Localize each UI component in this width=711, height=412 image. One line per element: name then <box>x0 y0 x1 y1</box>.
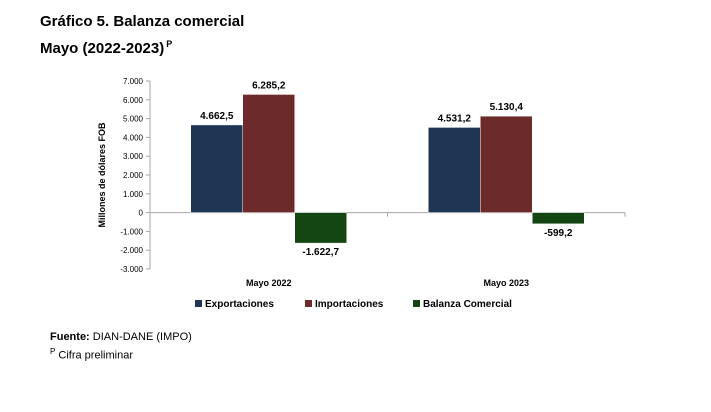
legend-label: Exportaciones <box>205 299 274 310</box>
y-tick-label: 3.000 <box>123 152 144 161</box>
legend-label: Balanza Comercial <box>423 299 512 310</box>
data-label: -1.622,7 <box>302 247 339 258</box>
y-tick-label: 7.000 <box>123 77 144 86</box>
bar-importaciones <box>242 94 295 213</box>
bar-importaciones <box>480 115 533 213</box>
subtitle-text: Mayo (2022-2023) <box>40 40 165 57</box>
y-tick-label: 4.000 <box>123 133 144 142</box>
chart-title: Gráfico 5. Balanza comercial <box>40 13 245 30</box>
y-tick-label: -3.000 <box>120 265 143 274</box>
bar-balanza-comercial <box>532 212 585 225</box>
legend-swatch <box>195 300 202 307</box>
y-axis-title: Millones de dólares FOB <box>97 122 107 228</box>
data-label: 5.130,4 <box>490 102 524 113</box>
y-tick-label: -2.000 <box>120 246 143 255</box>
y-tick-label: -1.000 <box>120 227 143 236</box>
legend-label: Importaciones <box>315 299 384 310</box>
bar-exportaciones <box>428 127 481 213</box>
bar-balanza-comercial <box>294 212 347 244</box>
source-label: Fuente: <box>50 331 90 343</box>
y-tick-label: 0 <box>139 209 144 218</box>
bar-chart: 7.000 6.000 5.000 4.000 3.000 2.000 1.000 0 -1.0… <box>97 77 626 310</box>
y-tick-label: 6.000 <box>123 96 144 105</box>
x-category-label: Mayo 2023 <box>483 278 529 288</box>
legend-swatch <box>305 300 312 307</box>
source-text: DIAN-DANE (IMPO) <box>92 331 192 343</box>
y-tick-label: 2.000 <box>123 171 144 180</box>
chart-subtitle: Mayo (2022-2023) P <box>40 35 172 58</box>
data-label: 4.531,2 <box>438 113 472 124</box>
note-marker: P <box>50 347 56 356</box>
bar-exportaciones <box>190 124 243 213</box>
x-category-label: Mayo 2022 <box>246 278 292 288</box>
source-note: Fuente: DIAN-DANE (IMPO) <box>50 331 192 344</box>
legend-swatch <box>413 300 420 307</box>
y-tick-label: 5.000 <box>123 115 144 124</box>
note-text: Cifra preliminar <box>58 349 133 362</box>
preliminary-marker: P <box>166 39 173 49</box>
data-label: 6.285,2 <box>252 80 286 91</box>
data-label: -599,2 <box>544 228 573 239</box>
y-tick-label: 1.000 <box>123 190 144 199</box>
preliminary-note: P Cifra preliminar <box>50 345 133 363</box>
data-label: 4.662,5 <box>200 111 234 122</box>
